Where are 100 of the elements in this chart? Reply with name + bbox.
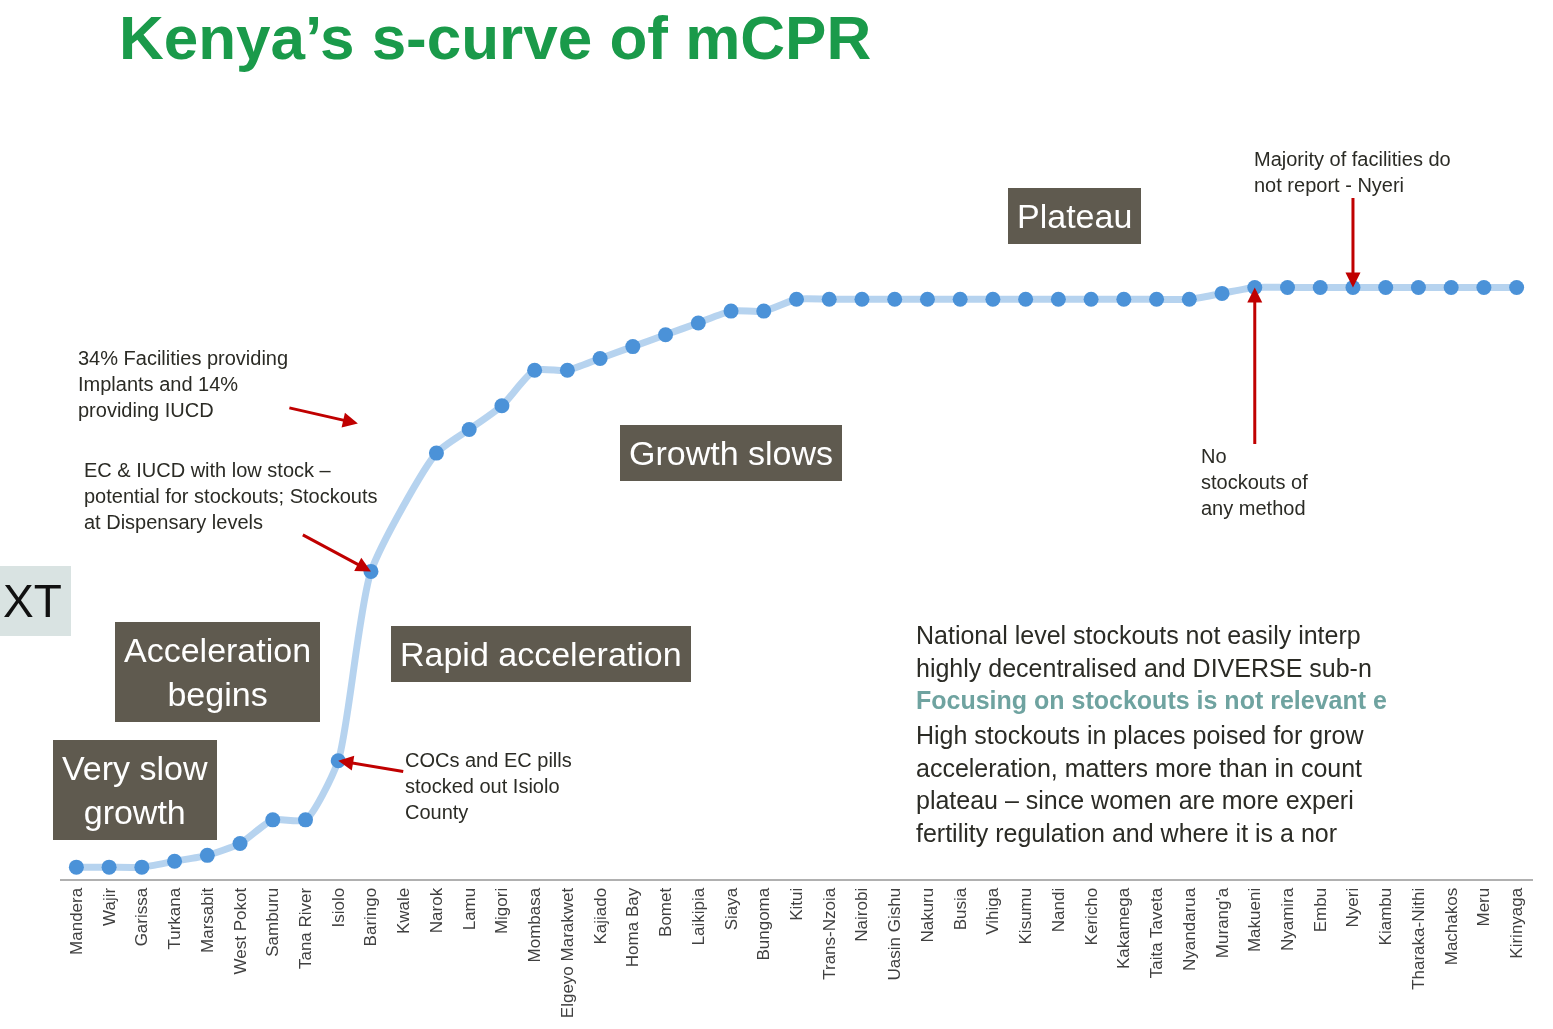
- point: [1018, 291, 1034, 307]
- x-tick-label: Murang'a: [1212, 887, 1232, 959]
- x-tick-label: Makueni: [1245, 887, 1265, 953]
- x-tick-label: Kajiado: [590, 887, 610, 945]
- annotation: National level stockouts not easily interp highly decentralised and DIVERSE sub-n: [916, 621, 1372, 682]
- annotation: Majority of facilities do not report - Nyeri: [1254, 148, 1451, 196]
- x-tick-label: Narok: [426, 887, 446, 934]
- point: [428, 445, 444, 461]
- point: [134, 859, 150, 875]
- point: [1116, 291, 1132, 307]
- point: [854, 291, 870, 307]
- x-tick-label: Nyamira: [1278, 887, 1298, 952]
- x-tick-label: Embu: [1310, 887, 1330, 933]
- point: [1181, 291, 1197, 307]
- point: [1083, 291, 1099, 307]
- point: [1312, 279, 1328, 295]
- x-tick-label: Busia: [950, 887, 970, 931]
- point: [1509, 279, 1525, 295]
- annotation: XT: [3, 575, 62, 627]
- point: [232, 836, 248, 851]
- annotation: Acceleration begins: [124, 631, 312, 714]
- point: [1149, 291, 1165, 307]
- point: [1280, 279, 1295, 295]
- point: [199, 847, 215, 863]
- point: [985, 291, 1001, 307]
- point: [952, 291, 968, 307]
- x-tick-label: Nakuru: [917, 887, 937, 943]
- point: [919, 291, 935, 307]
- x-tick-label: Turkana: [165, 887, 185, 950]
- x-tick-label: Bungoma: [754, 887, 774, 961]
- annotation: EC & IUCD with low stock – potential for stockouts; Stockouts at Dispensary levels: [84, 459, 378, 533]
- text: Plateau: [1017, 197, 1133, 235]
- x-tick-label: Lamu: [459, 887, 479, 931]
- point: [690, 315, 706, 331]
- point: [625, 339, 641, 355]
- point: [461, 421, 477, 437]
- x-tick-label: Mombasa: [525, 887, 545, 963]
- x-tick-label: Nandi: [1048, 887, 1068, 933]
- point: [1410, 279, 1426, 295]
- x-tick-label: Taita Taveta: [1147, 887, 1167, 979]
- x-tick-label: Kitui: [787, 887, 807, 921]
- annotation: 34% Facilities providing Implants and 14% providing IUCD: [78, 347, 289, 421]
- x-tick-label: Tharaka-Nithi: [1408, 887, 1428, 990]
- point: [265, 812, 281, 828]
- x-tick-label: Nairobi: [852, 887, 872, 942]
- point: [101, 859, 117, 875]
- x-tick-label: Bomet: [656, 887, 676, 937]
- x-tick-label: Laikipia: [688, 887, 708, 946]
- x-tick-label: Kakamega: [1114, 887, 1134, 970]
- x-tick-label: Elgeyo Marakwet: [557, 887, 577, 1019]
- point: [167, 853, 183, 869]
- x-tick-label: Nyeri: [1343, 887, 1363, 928]
- point: [1378, 279, 1394, 295]
- x-tick-label: Samburu: [263, 887, 283, 957]
- x-tick-label: Machakos: [1441, 887, 1461, 966]
- x-tick-label: Nyandarua: [1179, 887, 1199, 971]
- x-tick-label: Siaya: [721, 887, 741, 931]
- point: [887, 291, 903, 307]
- x-tick-label: Trans-Nzoia: [819, 887, 839, 980]
- x-tick-label: Uasin Gishu: [885, 887, 905, 981]
- point: [559, 362, 575, 378]
- point: [68, 859, 84, 875]
- point: [789, 291, 804, 307]
- point: [298, 812, 313, 828]
- x-tick-label: Meru: [1474, 887, 1494, 927]
- point: [494, 398, 510, 414]
- x-tick-label: Kericho: [1081, 887, 1101, 946]
- annotation: Very slow growth: [62, 749, 208, 832]
- point: [592, 350, 608, 366]
- point: [527, 362, 543, 378]
- annotation: Rapid acceleration: [400, 635, 682, 673]
- x-tick-label: Vihiga: [983, 887, 1003, 935]
- point: [658, 327, 674, 343]
- x-tick-label: Garissa: [132, 887, 152, 947]
- x-tick-label: Marsabit: [197, 887, 217, 953]
- point: [723, 303, 739, 319]
- annotation: High stockouts in places poised for grow acceleration, matters more than in count plateau – since women are more experi fertility regulation and where it is a nor: [916, 721, 1365, 847]
- point: [1443, 279, 1459, 295]
- point: [756, 303, 772, 319]
- x-tick-label: Baringo: [361, 887, 381, 947]
- x-tick-label: Kirinyaga: [1507, 887, 1527, 959]
- x-tick-label: Kisumu: [1016, 887, 1036, 945]
- x-tick-label: Tana River: [296, 887, 316, 970]
- annotation: COCs and EC pills stocked out Isiolo County: [405, 749, 572, 823]
- x-tick-label: Mandera: [66, 887, 86, 955]
- x-tick-label: Kiambu: [1376, 887, 1396, 946]
- point: [1214, 285, 1230, 301]
- x-tick-label: West Pokot: [230, 887, 250, 975]
- x-tick-label: Homa Bay: [623, 887, 643, 968]
- annotation: Focusing on stockouts is not relevant e: [916, 686, 1388, 714]
- point: [821, 291, 837, 307]
- x-tick-label: Isiolo: [328, 887, 348, 928]
- x-tick-label: Kwale: [394, 887, 414, 935]
- point: [1050, 291, 1066, 307]
- chart-title: Kenya’s s-curve of mCPR: [118, 2, 872, 72]
- x-tick-label: Wajir: [99, 887, 119, 926]
- annotation: No stockouts of any method: [1201, 445, 1309, 519]
- x-tick-label: Migori: [492, 887, 512, 935]
- annotation: Growth slows: [629, 434, 834, 472]
- point: [1476, 279, 1492, 295]
